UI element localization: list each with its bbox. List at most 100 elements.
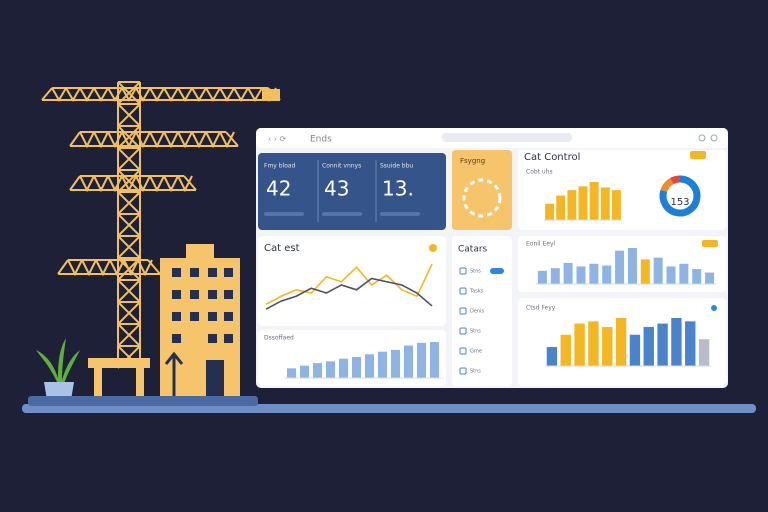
building-body — [160, 258, 240, 400]
mid-title: Eonil Eeyl — [526, 241, 556, 248]
bar — [574, 323, 585, 366]
window-control[interactable] — [710, 134, 718, 142]
line-card — [258, 236, 446, 326]
bar — [589, 182, 599, 220]
bar — [537, 270, 547, 284]
control-subtitle: Cobt uhs — [526, 169, 553, 176]
bar — [325, 361, 336, 378]
bar — [578, 186, 588, 220]
bar — [567, 190, 577, 220]
donut-segment — [670, 175, 681, 185]
list-icon — [459, 267, 467, 275]
search-bar[interactable] — [442, 133, 572, 142]
bar — [286, 368, 297, 378]
crane-lattice — [41, 81, 281, 369]
stat-label: Ssuide bbu — [380, 163, 413, 170]
list-item: Stns — [470, 269, 481, 275]
donut-label: 153 — [670, 197, 689, 208]
stat-bar — [380, 212, 420, 216]
window-title: Ends — [310, 135, 332, 145]
donut-segment — [659, 175, 701, 217]
crane-counterweight — [262, 89, 280, 101]
control-title: Cat Control — [524, 152, 580, 163]
crane — [41, 81, 281, 369]
bar — [698, 339, 710, 366]
bar — [685, 321, 696, 366]
bar — [643, 326, 654, 366]
bar — [416, 342, 427, 378]
line-series — [265, 263, 433, 306]
bar — [671, 318, 682, 366]
bar — [602, 326, 613, 366]
right-title: Ctsd Feyy — [526, 305, 556, 312]
list-title: Catars — [458, 245, 488, 255]
bar — [666, 266, 676, 284]
bar — [364, 354, 375, 378]
donut-segment — [660, 178, 674, 193]
bar — [563, 262, 573, 284]
bar — [299, 365, 310, 378]
bar — [611, 190, 621, 220]
promo-title: Fsygng — [460, 157, 485, 165]
building — [88, 244, 240, 400]
bar — [338, 358, 349, 378]
crane-base — [88, 358, 150, 368]
bar — [545, 203, 555, 220]
platform — [28, 396, 258, 406]
list-item: Denis — [470, 309, 484, 315]
bar — [546, 347, 558, 366]
bar — [588, 321, 599, 366]
stat-label: Connit vnnys — [322, 163, 361, 170]
bar — [429, 342, 440, 378]
bar — [377, 351, 388, 378]
toggle[interactable] — [490, 268, 504, 274]
bar — [589, 263, 599, 284]
bar — [560, 334, 571, 366]
stat-value: 43 — [324, 177, 349, 201]
windows — [172, 268, 233, 400]
bar — [627, 248, 637, 284]
bar — [556, 195, 566, 220]
list-icon — [459, 287, 467, 295]
bar — [692, 269, 702, 284]
control-button[interactable] — [690, 151, 706, 159]
list-icon — [459, 347, 467, 355]
nav-buttons[interactable]: ‹ › ⟳ — [268, 135, 286, 144]
bar — [600, 187, 610, 220]
stats-card — [258, 153, 446, 230]
stat-value: 13. — [382, 177, 414, 201]
list-item: Tasks — [469, 289, 484, 295]
bar — [403, 345, 414, 378]
building-top — [186, 244, 214, 260]
line-series — [265, 277, 433, 310]
bar — [602, 265, 612, 284]
right-button[interactable] — [711, 305, 717, 311]
bar — [705, 272, 715, 284]
list-item: Stns — [470, 369, 481, 375]
promo-ring — [462, 178, 502, 218]
bar — [679, 263, 689, 284]
bar — [615, 250, 625, 284]
bar — [629, 334, 641, 366]
line-title: Cat est — [264, 243, 300, 254]
ground — [22, 404, 756, 413]
list-item: Stns — [470, 329, 481, 335]
stat-bar — [264, 212, 304, 216]
bar — [550, 268, 560, 284]
stat-bar — [322, 212, 362, 216]
bar — [390, 349, 401, 378]
bar — [657, 323, 668, 366]
list-icon — [459, 327, 467, 335]
bar — [312, 363, 323, 378]
bar — [640, 259, 650, 284]
stat-label: Fmy bload — [264, 163, 296, 170]
line-button[interactable] — [429, 244, 437, 252]
bar — [576, 266, 586, 284]
bar — [653, 257, 663, 284]
window-control[interactable] — [698, 134, 706, 142]
bar — [615, 318, 627, 366]
bar — [351, 356, 362, 378]
mid-button[interactable] — [702, 240, 718, 247]
